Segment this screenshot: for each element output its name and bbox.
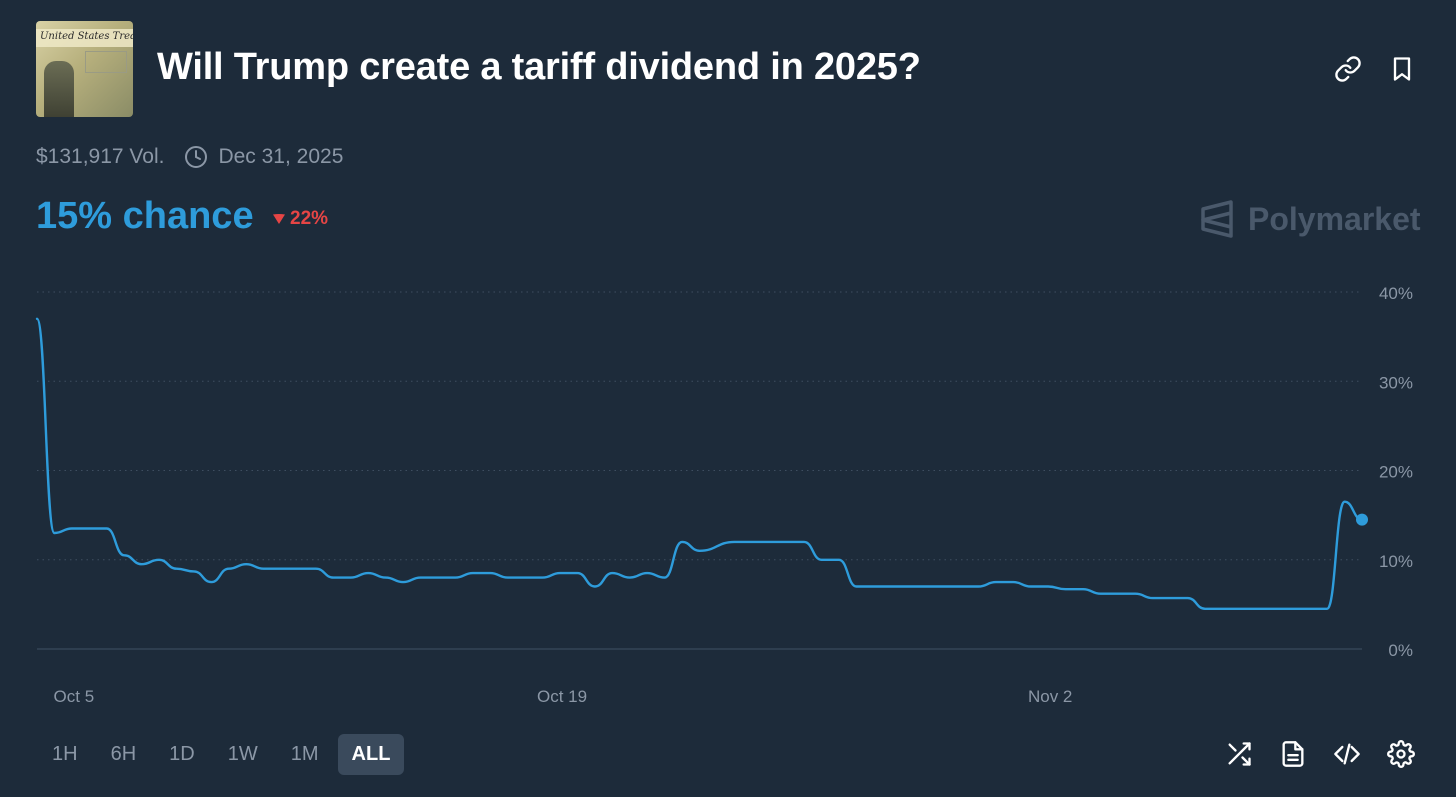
series-line xyxy=(35,317,1364,610)
range-1d[interactable]: 1D xyxy=(169,743,195,765)
y-tick-label: 0% xyxy=(1388,641,1413,660)
end-date-text: Dec 31, 2025 xyxy=(218,145,344,168)
range-1w[interactable]: 1W xyxy=(227,743,258,765)
x-tick-label: Nov 2 xyxy=(1028,687,1072,706)
shuffle-icon[interactable] xyxy=(1225,740,1253,768)
time-range-selector: 1H 6H 1D 1W 1M ALL xyxy=(38,734,409,775)
y-tick-label: 20% xyxy=(1379,463,1413,482)
y-tick-label: 10% xyxy=(1379,552,1413,571)
market-thumbnail: United States Treasury xyxy=(36,21,133,117)
range-1m[interactable]: 1M xyxy=(290,743,319,765)
chance-value: 15% chance xyxy=(36,195,254,237)
price-chart: 40% 30% 20% 10% 0% Oct 5 Oct 19 Nov 2 xyxy=(35,284,1413,706)
thumbnail-text: United States Treasury xyxy=(40,31,133,42)
x-tick-label: Oct 5 xyxy=(54,687,95,706)
volume-text: $131,917 Vol. xyxy=(36,145,165,168)
range-1h[interactable]: 1H xyxy=(52,743,78,765)
market-title: Will Trump create a tariff dividend in 2… xyxy=(157,46,921,88)
link-icon[interactable] xyxy=(1334,55,1362,83)
y-tick-label: 30% xyxy=(1379,373,1413,392)
y-tick-label: 40% xyxy=(1379,284,1413,303)
market-meta: $131,917 Vol. Dec 31, 2025 xyxy=(36,144,343,170)
change-badge: 22% xyxy=(272,208,328,230)
brand-name: Polymarket xyxy=(1248,200,1421,237)
triangle-down-icon xyxy=(273,214,285,224)
bookmark-icon[interactable] xyxy=(1388,55,1416,83)
change-value: 22% xyxy=(290,208,329,229)
polymarket-logo: Polymarket xyxy=(1200,200,1421,238)
settings-icon[interactable] xyxy=(1387,740,1415,768)
clock-icon xyxy=(185,146,208,168)
latest-point-marker xyxy=(1356,513,1368,526)
range-all[interactable]: ALL xyxy=(337,734,405,775)
code-embed-icon[interactable] xyxy=(1333,740,1361,768)
x-tick-label: Oct 19 xyxy=(537,687,587,706)
range-6h[interactable]: 6H xyxy=(110,743,137,765)
document-icon[interactable] xyxy=(1279,740,1307,768)
polymarket-icon xyxy=(1201,200,1233,238)
